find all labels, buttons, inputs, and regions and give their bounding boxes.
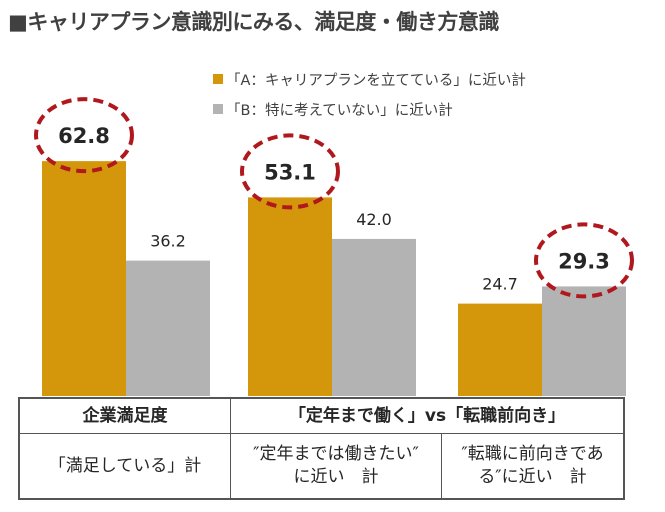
category-label-3-line1: ″転職に前向きであ [461,444,604,465]
group-label-satisfaction: 企業満足度 [18,397,231,434]
category-label-3-line2: る″に近い 計 [478,467,587,487]
data-label: 42.0 [356,210,392,229]
group-label-work-style: 「定年まで働く」vs「転職前向き」 [230,397,625,434]
category-label-2-line2: に近い 計 [293,467,379,487]
category-label-3: ″転職に前向きであ る″に近い 計 [441,433,625,500]
category-table: 企業満足度 「定年まで働く」vs「転職前向き」 「満足している」計 ″定年までは… [18,397,625,500]
category-label-2-line1: ″定年までは働きたい″ [253,444,419,465]
bar-a-2 [248,197,332,396]
bar-b-3 [542,286,626,396]
legend-label-b: 「B：特に考えていない」に近い計 [226,102,453,119]
data-label: 53.1 [264,160,316,184]
category-label-1: 「満足している」計 [18,433,231,500]
highlight-circle [34,97,134,174]
highlight-circle [240,133,340,210]
bar-a-3 [458,303,542,396]
data-label: 29.3 [558,249,610,273]
legend-item-a: 「A：キャリアプランを立てている」に近い計 [213,64,526,94]
legend-label-a: 「A：キャリアプランを立てている」に近い計 [226,72,526,89]
bar-b-2 [332,238,416,396]
legend: 「A：キャリアプランを立てている」に近い計 「B：特に考えていない」に近い計 [213,64,526,124]
data-label: 36.2 [150,232,186,251]
data-label: 62.8 [58,124,110,148]
legend-item-b: 「B：特に考えていない」に近い計 [213,94,526,124]
category-label-2: ″定年までは働きたい″ に近い 計 [230,433,442,500]
bar-b-1 [126,260,210,396]
bar-a-1 [42,161,126,396]
legend-swatch-b [213,104,223,114]
data-label: 24.7 [482,275,518,294]
legend-swatch-a [213,74,223,84]
chart-title: ■キャリアプラン意識別にみる、満足度・働き方意識 [8,10,499,34]
highlight-circle [534,222,634,299]
